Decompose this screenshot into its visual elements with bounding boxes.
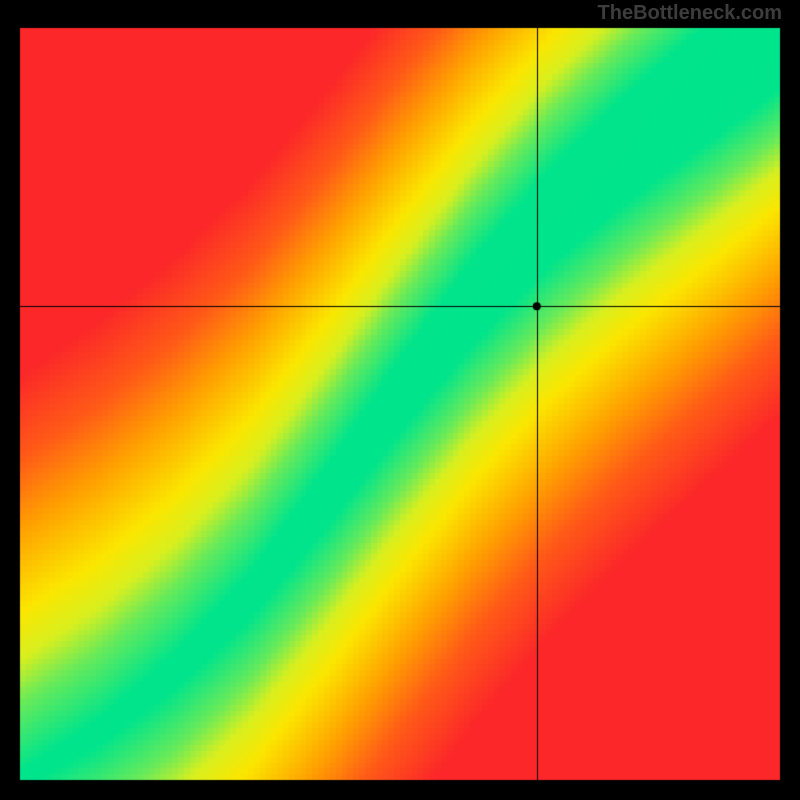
watermark-text: TheBottleneck.com: [598, 2, 782, 25]
bottleneck-heatmap-chart: { "watermark": { "text": "TheBottleneck.…: [0, 0, 800, 800]
heatmap-canvas: [0, 0, 800, 800]
